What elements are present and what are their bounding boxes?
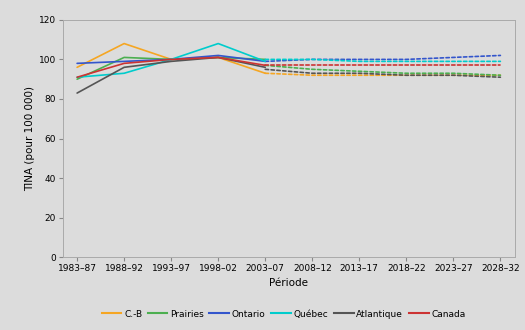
Y-axis label: TINA (pour 100 000): TINA (pour 100 000)	[25, 86, 35, 191]
X-axis label: Période: Période	[269, 278, 308, 287]
Legend: C.-B, Prairies, Ontario, Québec, Atlantique, Canada: C.-B, Prairies, Ontario, Québec, Atlanti…	[98, 306, 469, 322]
